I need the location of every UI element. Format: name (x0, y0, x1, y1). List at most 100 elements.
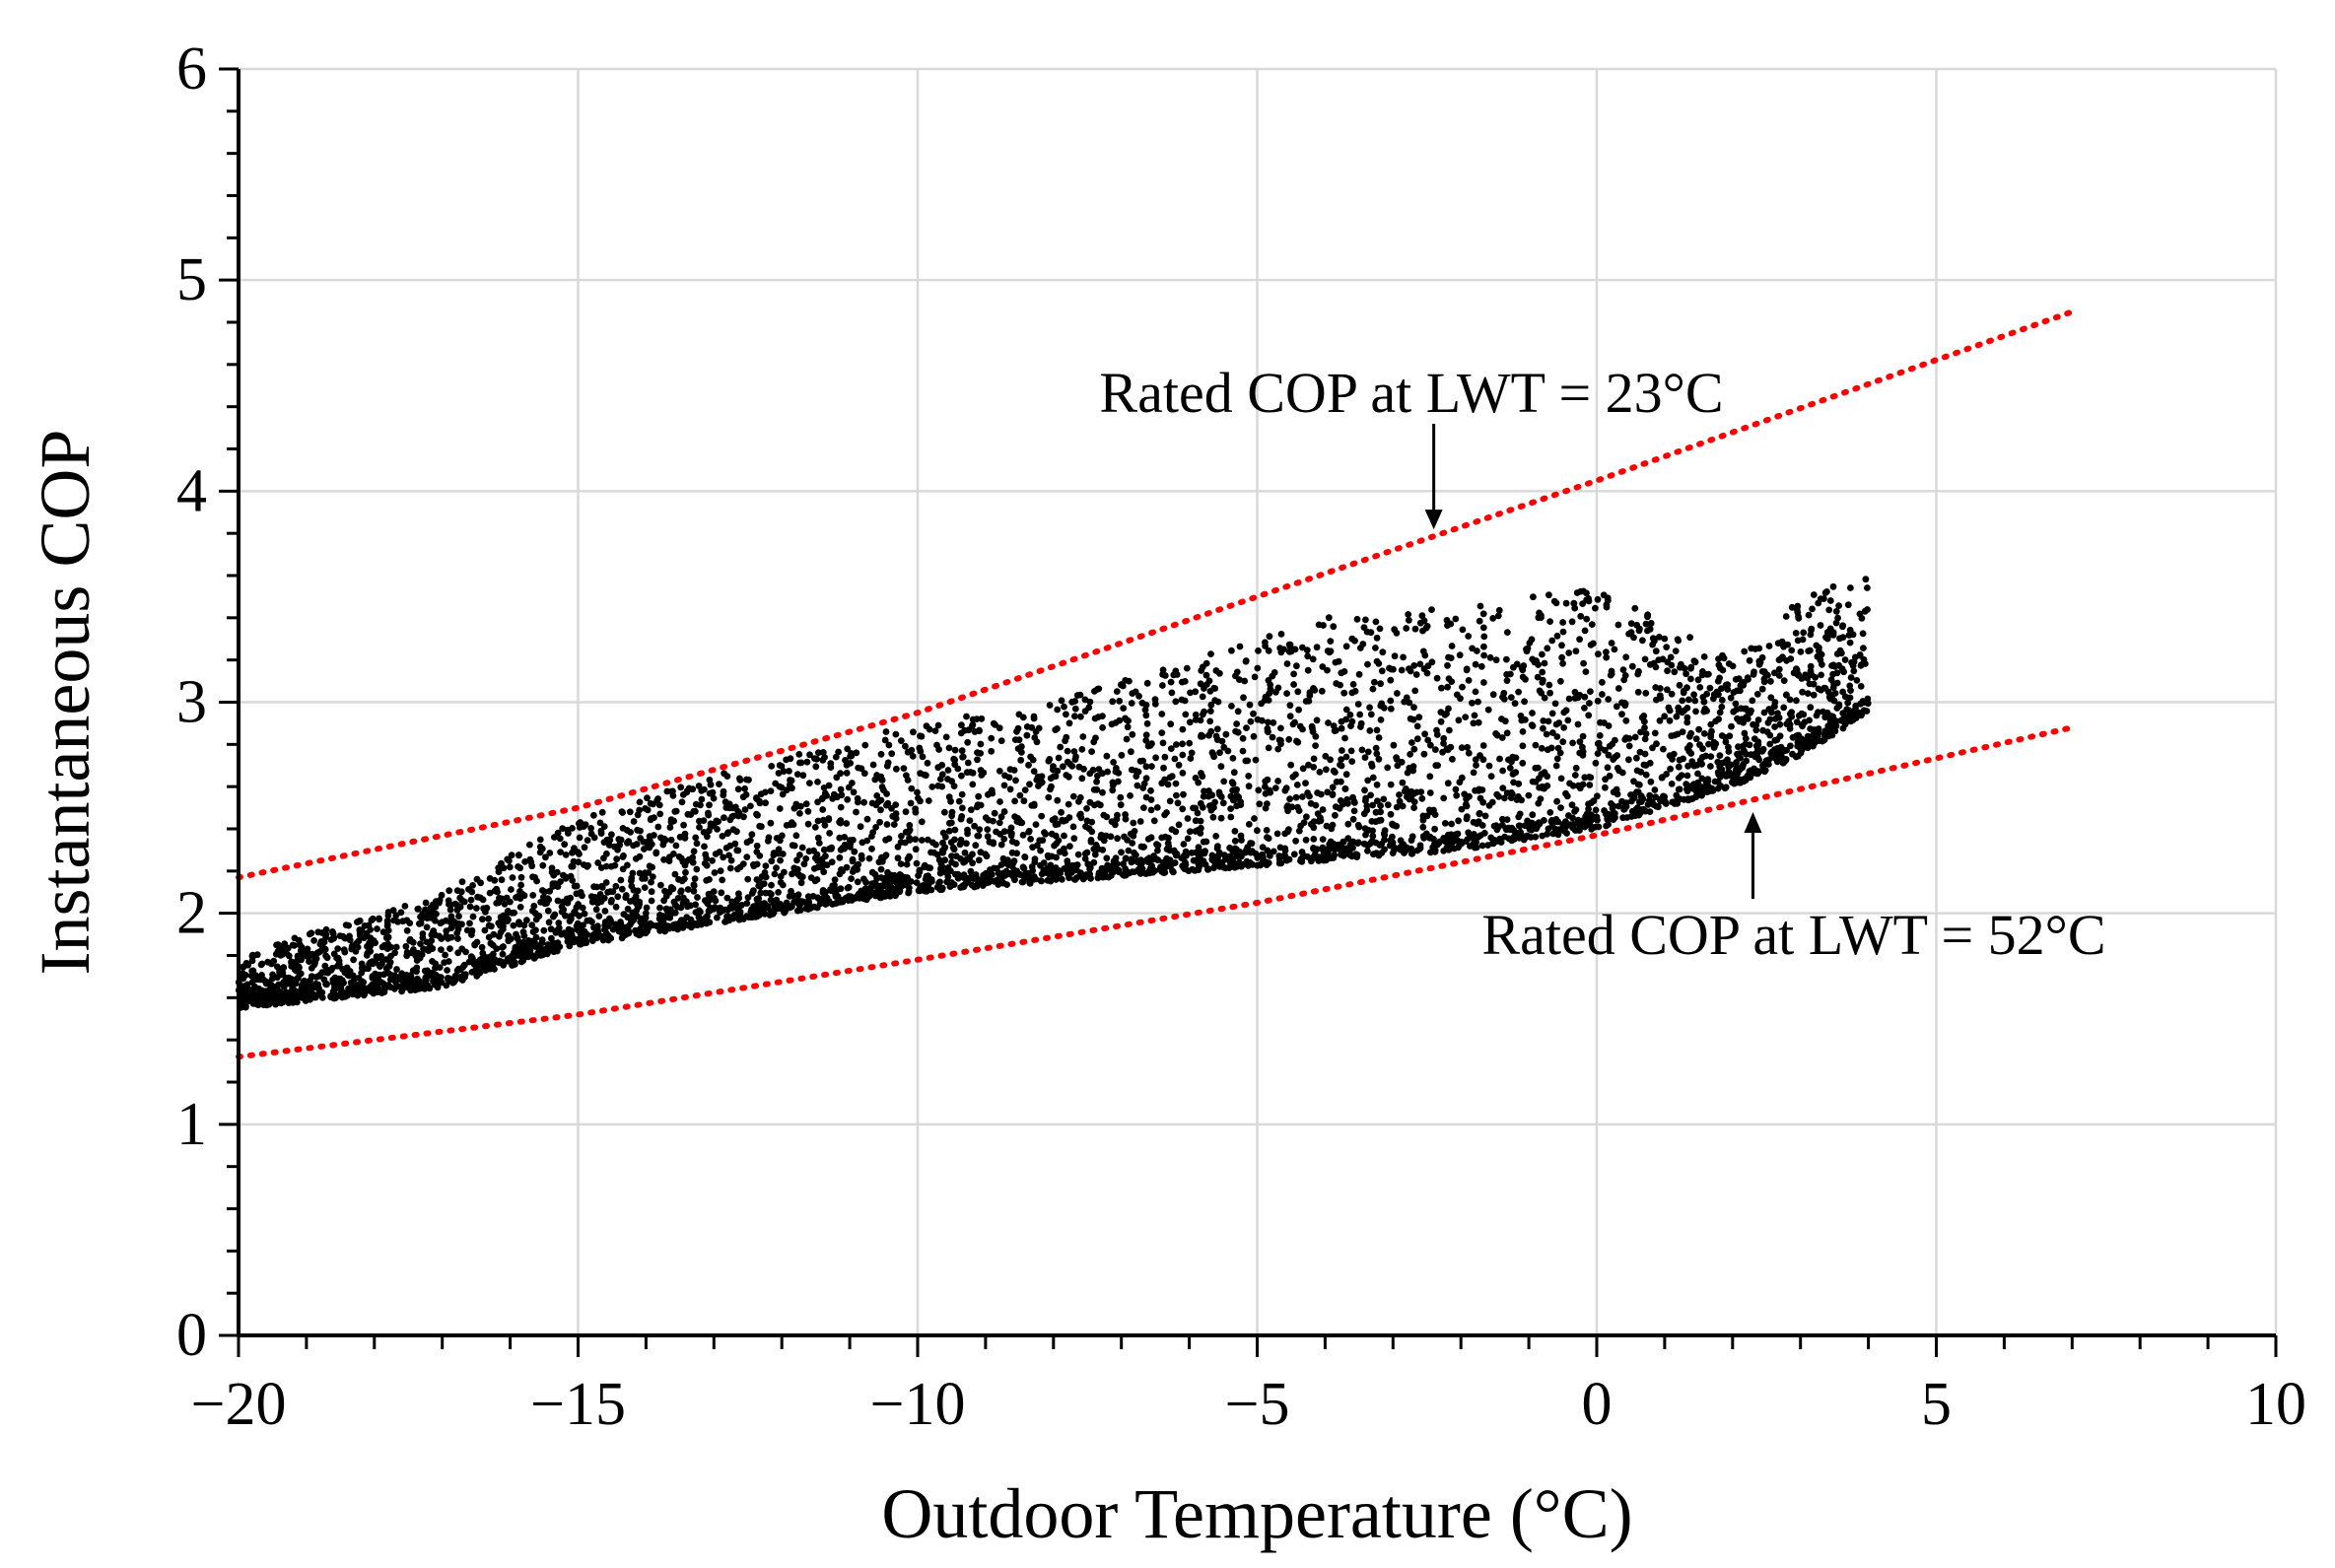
data-point (1113, 688, 1121, 695)
data-point (771, 870, 779, 878)
data-point (346, 932, 353, 940)
data-point (1109, 698, 1117, 706)
data-point (1832, 619, 1840, 627)
data-point (1529, 655, 1537, 663)
data-point (1387, 676, 1395, 684)
data-point (802, 854, 810, 862)
data-point (1520, 662, 1528, 669)
data-point (427, 942, 434, 950)
data-point (1023, 731, 1031, 739)
data-point (982, 814, 990, 822)
data-point (418, 951, 426, 958)
data-point (1771, 716, 1779, 722)
data-point (1664, 686, 1671, 694)
data-point (651, 814, 657, 821)
data-point (1052, 832, 1060, 840)
data-point (384, 940, 391, 948)
data-point (904, 748, 912, 756)
data-point (1292, 771, 1299, 779)
data-point (1240, 860, 1248, 868)
data-point (1069, 792, 1077, 800)
data-point (964, 738, 972, 746)
data-point (961, 857, 969, 865)
data-point (1231, 828, 1239, 835)
data-point (1103, 854, 1111, 862)
data-point (1427, 741, 1434, 749)
data-point (458, 878, 466, 886)
data-point (1340, 689, 1348, 697)
data-point (1529, 710, 1536, 716)
data-point (268, 960, 275, 968)
data-point (674, 895, 682, 902)
data-point (1653, 740, 1660, 748)
data-point (636, 806, 643, 814)
data-point (1064, 747, 1071, 755)
data-point (1209, 813, 1217, 821)
data-point (1633, 788, 1640, 796)
data-point (922, 881, 929, 889)
data-point (1135, 693, 1142, 700)
data-point (885, 884, 892, 892)
data-point (825, 816, 833, 824)
data-point (964, 759, 972, 767)
data-point (1349, 681, 1357, 688)
data-point (1759, 762, 1766, 769)
data-point (733, 847, 741, 854)
data-point (1570, 821, 1577, 828)
data-point (1751, 735, 1758, 742)
data-point (1524, 832, 1531, 840)
data-point (1025, 827, 1033, 835)
data-point (1595, 739, 1603, 747)
data-point (918, 837, 926, 844)
data-point (1684, 762, 1691, 770)
data-point (1410, 804, 1417, 811)
data-point (1187, 689, 1194, 697)
data-point (1233, 720, 1240, 727)
data-point (1766, 731, 1774, 739)
data-point (1202, 659, 1210, 667)
data-point (1346, 712, 1354, 718)
data-point (806, 751, 813, 759)
data-point (461, 971, 469, 978)
data-point (372, 939, 378, 947)
data-point (1410, 704, 1417, 712)
data-point (1020, 873, 1028, 880)
data-point (978, 876, 986, 883)
data-point (1369, 685, 1377, 693)
data-point (1212, 833, 1220, 840)
data-point (1351, 687, 1359, 695)
data-point (1512, 769, 1520, 777)
data-point (548, 934, 555, 942)
data-point (1362, 794, 1369, 802)
data-point (592, 906, 600, 914)
data-point (1653, 802, 1661, 810)
data-point (1661, 793, 1669, 800)
data-point (1715, 691, 1722, 699)
data-point (377, 963, 383, 970)
data-point (276, 969, 283, 976)
data-point (783, 786, 790, 794)
data-point (919, 753, 927, 761)
data-point (798, 873, 806, 881)
data-point (634, 826, 641, 834)
data-point (1234, 708, 1242, 716)
data-point (792, 832, 800, 840)
data-point (316, 972, 323, 979)
data-point (1716, 674, 1723, 682)
data-point (1700, 730, 1708, 737)
data-point (1856, 651, 1864, 659)
data-point (574, 849, 582, 856)
data-point (1707, 753, 1715, 760)
data-point (1445, 653, 1452, 661)
data-point (1545, 717, 1552, 725)
data-point (1580, 587, 1587, 595)
data-point (1844, 601, 1852, 609)
data-point (580, 932, 586, 940)
data-point (1440, 734, 1448, 742)
data-point (574, 926, 582, 934)
data-point (602, 862, 610, 870)
data-point (1787, 742, 1794, 750)
data-point (1448, 820, 1455, 828)
data-point (1252, 756, 1260, 764)
data-point (646, 862, 653, 870)
